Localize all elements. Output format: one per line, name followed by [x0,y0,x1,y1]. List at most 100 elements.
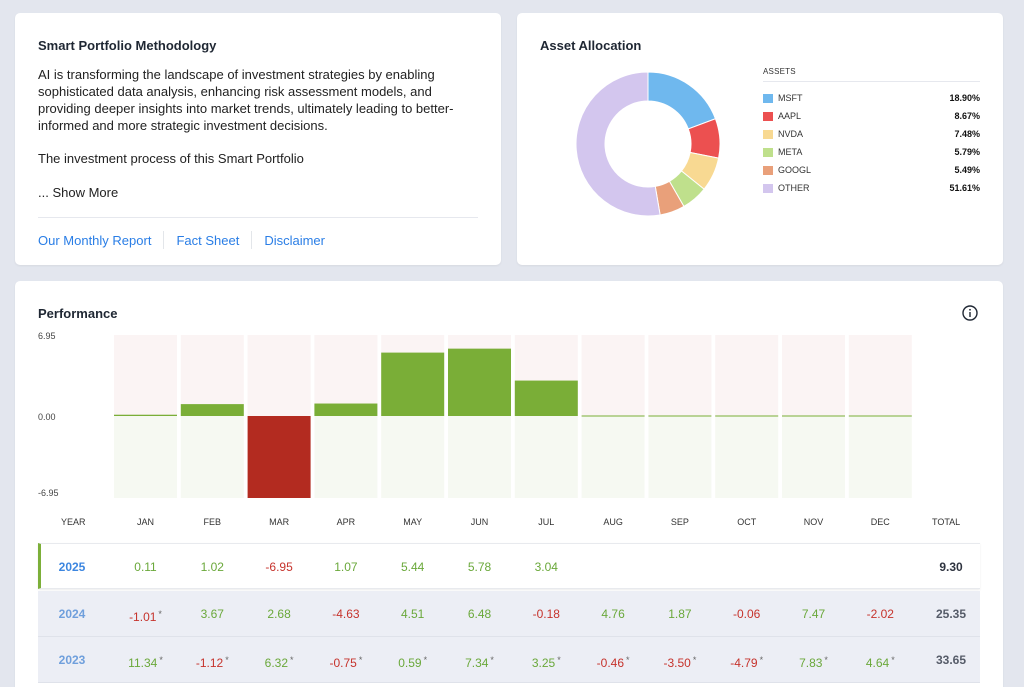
bar-background [314,335,378,416]
asset-percent: 8.67% [954,111,980,121]
link-separator [251,231,253,249]
bar-background [448,416,511,498]
bar-background [581,416,645,498]
month-value-jul: 3.04 [534,560,558,574]
month-header-dec: DEC [870,517,890,527]
methodology-paragraph: The investment process of this Smart Por… [38,151,304,166]
month-value-jan: 11.34 * [128,655,163,670]
month-header-jun: JUN [470,517,489,527]
bar-background [715,335,779,416]
month-value-oct: -0.06 [733,607,761,621]
bar-mar[interactable] [247,416,311,498]
asset-name: META [778,147,803,157]
asset-percent: 7.48% [954,129,980,139]
bar-background [848,416,912,498]
asset-row-msft[interactable]: MSFT 18.90% [763,89,980,107]
bar-background [648,335,712,416]
bar-background [648,416,712,498]
month-header-aug: AUG [603,517,623,527]
monthly-report-link[interactable]: Our Monthly Report [38,232,152,248]
legend-swatch [763,93,773,103]
month-header-oct: OCT [737,517,757,527]
bar-aug[interactable] [581,415,645,417]
month-value-oct [717,544,777,590]
asset-row-nvda[interactable]: NVDA 7.48% [763,125,980,143]
donut-slice-other[interactable] [575,71,661,217]
month-value-jul: -0.18 [532,607,560,621]
month-header-nov: NOV [803,517,824,527]
asset-percent: 5.49% [954,165,980,175]
month-value-sep: -3.50 * [663,655,697,670]
methodology-card: Smart Portfolio Methodology AI is transf… [15,13,501,265]
month-value-nov: 7.83 * [799,655,828,670]
year-row-2023[interactable]: 2023 11.34 * -1.12 * 6.32 * -0.75 * 0.59 * 7.34 * 3.2… [38,637,980,683]
methodology-links: Our Monthly Report Fact Sheet Disclaimer [38,231,325,249]
bar-background [180,335,244,416]
month-value-jan: -1.01 * [129,609,162,624]
bar-background [247,335,311,416]
bar-jun[interactable] [448,348,511,416]
year-total: 25.35 [935,607,967,621]
month-header-apr: APR [336,517,356,527]
bar-background [381,416,445,498]
year-label[interactable]: 2025 [58,560,86,574]
year-label[interactable]: 2023 [58,653,86,667]
year-label[interactable]: 2024 [58,607,86,621]
year-row-2025[interactable]: 2025 0.11 1.02 -6.95 1.07 5.44 5.78 3.04 9.30 [38,543,980,589]
year-column-header: YEAR [61,517,86,527]
legend-swatch [763,129,773,139]
month-value-may: 0.59 * [398,655,428,670]
total-column-header: TOTAL [932,517,961,527]
month-value-mar: -6.95 [265,560,293,574]
month-value-feb: -1.12 * [195,655,229,670]
month-value-apr: -0.75 * [329,655,363,670]
bar-oct[interactable] [715,415,779,417]
bar-nov[interactable] [782,415,845,417]
allocation-donut-chart [575,71,721,217]
y-tick-label: -6.95 [38,488,59,498]
bar-sep[interactable] [648,415,712,417]
month-header-sep: SEP [670,517,689,527]
fact-sheet-link[interactable]: Fact Sheet [176,232,240,248]
month-header-mar: MAR [269,517,290,527]
asset-name: NVDA [778,129,804,139]
bar-background [180,416,244,498]
info-icon[interactable] [962,305,978,321]
asset-name: AAPL [778,111,802,121]
month-value-sep [650,544,710,590]
y-tick-label: 0.00 [38,412,56,422]
disclaimer-link[interactable]: Disclaimer [264,232,325,248]
month-value-feb: 3.67 [200,607,224,621]
link-separator [163,231,165,249]
bar-background [314,416,378,498]
asset-row-aapl[interactable]: AAPL 8.67% [763,107,980,125]
performance-bar-chart: 6.95 0.00 -6.95 [38,331,912,498]
year-row-2024[interactable]: 2024 -1.01 * 3.67 2.68 -4.63 4.51 6.48 -0.18 4.76… [38,591,980,637]
bar-dec[interactable] [848,415,912,417]
bar-jul[interactable] [514,380,578,416]
asset-row-meta[interactable]: META 5.79% [763,143,980,161]
month-value-mar: 2.68 [267,607,291,621]
bar-jan[interactable] [114,414,177,416]
bar-may[interactable] [381,352,445,416]
month-header-may: MAY [403,517,423,527]
asset-name: MSFT [778,93,803,103]
year-total: 33.65 [935,653,967,667]
bar-feb[interactable] [180,404,244,416]
asset-row-other[interactable]: OTHER 51.61% [763,179,980,197]
show-more-link[interactable]: ... Show More [38,185,119,200]
legend-swatch [763,111,773,121]
donut-slice-msft[interactable] [647,71,717,130]
month-value-nov [784,544,844,590]
bar-background [114,335,177,416]
asset-row-googl[interactable]: GOOGL 5.49% [763,161,980,179]
month-value-apr: 1.07 [334,560,358,574]
asset-percent: 5.79% [954,147,980,157]
methodology-body: AI is transforming the landscape of inve… [38,66,478,167]
bar-apr[interactable] [314,403,378,416]
month-value-jan: 0.11 [134,560,157,574]
month-header-jul: JUL [538,517,555,527]
asset-allocation-card: Asset Allocation ASSETS MSFT 18.90% AAPL 8.… [517,13,1003,265]
month-value-mar: 6.32 * [264,655,294,670]
asset-name: GOOGL [778,165,812,175]
